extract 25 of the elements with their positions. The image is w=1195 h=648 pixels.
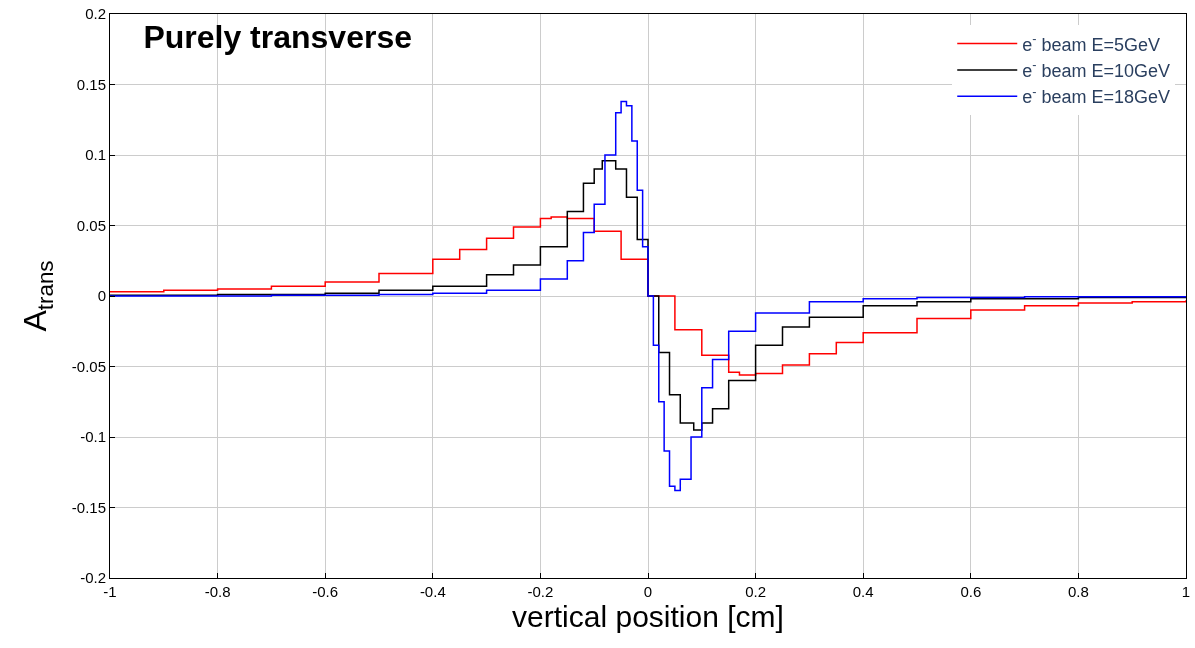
x-tick-label: -0.6 [312, 583, 339, 600]
x-tick-label: 0.4 [852, 583, 874, 600]
x-tick-label: 0 [643, 583, 653, 600]
chart-title: Purely transverse [143, 19, 413, 56]
y-tick-label: -0.05 [71, 357, 106, 375]
y-tick-label: -0.15 [71, 498, 106, 516]
y-tick-label: 0.15 [76, 75, 106, 93]
y-tick-label: -0.2 [80, 569, 106, 587]
legend-label: e$^{-}$ beam E=5GeV [1022, 31, 1161, 55]
x-tick-label: -0.4 [419, 583, 446, 600]
x-axis-title: vertical position [cm] [512, 600, 784, 633]
x-tick-label: 0.6 [960, 583, 982, 600]
y-tick-label: 0.1 [85, 146, 106, 164]
y-tick-label: 0.2 [85, 5, 106, 23]
x-tick-label: 0.8 [1067, 583, 1089, 600]
y-tick-label: 0 [97, 287, 106, 305]
legend-label: e$^{-}$ beam E=10GeV [1022, 58, 1171, 81]
y-tick-label: -0.1 [80, 428, 106, 446]
x-tick-label: -0.2 [527, 583, 554, 600]
legend-label: e$^{-}$ beam E=18GeV [1022, 84, 1171, 108]
x-tick-label: 1 [1181, 583, 1191, 600]
x-tick-label: 0.2 [745, 583, 767, 600]
x-tick-label: -1 [103, 583, 117, 600]
y-tick-label: 0.05 [76, 216, 106, 234]
x-tick-label: -0.8 [204, 583, 231, 600]
